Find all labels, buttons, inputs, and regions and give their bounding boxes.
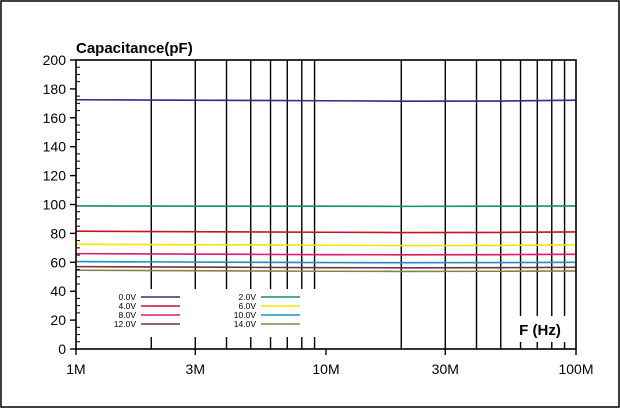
- x-tick-label: 3M: [186, 361, 205, 377]
- y-tick-label: 160: [43, 110, 67, 126]
- x-tick-label: 100M: [558, 361, 593, 377]
- y-tick-label: 120: [43, 168, 67, 184]
- y-tick-label: 140: [43, 139, 67, 155]
- x-tick-label: 10M: [312, 361, 339, 377]
- y-tick-label: 100: [43, 197, 67, 213]
- y-tick-label: 0: [58, 341, 66, 357]
- chart-title: Capacitance(pF): [76, 40, 193, 57]
- outer-border: [1, 1, 619, 407]
- legend-label-14.0V: 14.0V: [234, 319, 257, 329]
- y-tick-label: 60: [50, 254, 66, 270]
- y-tick-label: 180: [43, 81, 67, 97]
- y-tick-label: 80: [50, 225, 66, 241]
- x-axis-label: F (Hz): [519, 322, 561, 339]
- y-tick-label: 200: [43, 52, 67, 68]
- x-tick-label: 30M: [432, 361, 459, 377]
- y-tick-label: 40: [50, 283, 66, 299]
- x-tick-label: 1M: [66, 361, 85, 377]
- y-tick-label: 20: [50, 312, 66, 328]
- legend-label-12.0V: 12.0V: [114, 319, 137, 329]
